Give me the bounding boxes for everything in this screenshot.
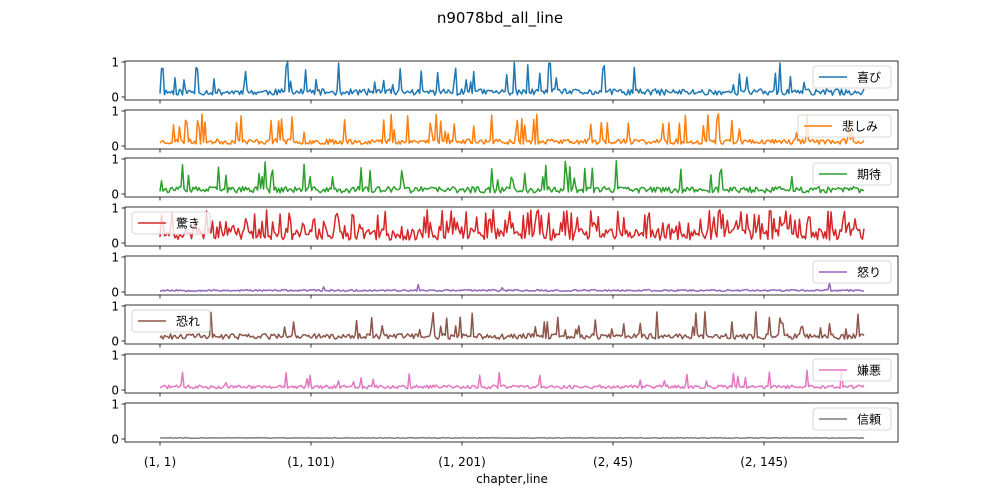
subplot-8: 1 0 信頼 xyxy=(111,398,899,447)
y-tick-label: 1 xyxy=(111,300,119,314)
legend-box xyxy=(797,114,892,138)
legend-box xyxy=(812,260,892,284)
legend-label: 嫌悪 xyxy=(857,364,881,378)
legend-7: 嫌悪 xyxy=(812,358,892,382)
legend-1: 喜び xyxy=(812,65,892,89)
axes-frame xyxy=(124,60,899,101)
y-tick-label: 0 xyxy=(111,188,119,202)
legend-box xyxy=(812,65,892,89)
x-tick-label: (1, 1) xyxy=(144,455,176,469)
legend-box xyxy=(131,211,211,235)
legend-label: 怒り xyxy=(857,265,881,280)
y-tick-label: 0 xyxy=(111,335,119,349)
axes-frame xyxy=(124,157,899,198)
legend-box xyxy=(812,162,892,186)
y-tick-label: 0 xyxy=(111,433,119,447)
y-tick-label: 0 xyxy=(111,140,119,154)
y-tick-label: 1 xyxy=(111,398,119,412)
subplot-2: 1 0 悲しみ xyxy=(111,105,899,154)
y-tick-label: 1 xyxy=(111,202,119,216)
axes-frame xyxy=(124,353,899,394)
y-tick-label: 1 xyxy=(111,349,119,363)
legend-4: 驚き xyxy=(131,211,211,235)
subplot-7: 1 0 嫌悪 xyxy=(111,349,899,398)
legend-3: 期待 xyxy=(812,162,892,186)
series-line-8 xyxy=(159,436,865,440)
series-line-2 xyxy=(159,112,865,145)
subplot-4: 1 0 驚き xyxy=(111,202,899,251)
legend-6: 恐れ xyxy=(131,309,211,333)
legend-label: 信頼 xyxy=(857,413,881,427)
axes-frame xyxy=(124,109,899,150)
y-tick-label: 1 xyxy=(111,251,119,265)
axes-frame xyxy=(124,304,899,345)
axes-frame xyxy=(124,255,899,296)
x-tick-label: (1, 201) xyxy=(438,455,486,469)
legend-5: 怒り xyxy=(812,260,892,284)
series-line-4 xyxy=(159,209,865,241)
y-tick-label: 0 xyxy=(111,237,119,251)
legend-2: 悲しみ xyxy=(797,114,892,138)
legend-box xyxy=(812,407,892,431)
x-axis-ticks: (1, 1) (1, 101) (1, 201) (2, 45) (2, 145) xyxy=(144,455,788,469)
y-tick-label: 0 xyxy=(111,91,119,105)
subplot-1: 1 0 喜び xyxy=(111,56,899,105)
x-tick-label: (2, 145) xyxy=(740,455,788,469)
y-tick-label: 0 xyxy=(111,286,119,300)
legend-label: 恐れ xyxy=(176,315,200,329)
subplot-6: 1 0 恐れ xyxy=(111,300,899,349)
y-tick-label: 1 xyxy=(111,56,119,70)
legend-label: 喜び xyxy=(857,71,881,85)
y-tick-label: 0 xyxy=(111,384,119,398)
series-line-3 xyxy=(159,160,864,194)
legend-8: 信頼 xyxy=(812,407,892,431)
legend-label: 驚き xyxy=(176,216,200,231)
subplot-5: 1 0 怒り xyxy=(111,251,899,300)
legend-label: 期待 xyxy=(857,168,881,182)
chart-title: n9078bd_all_line xyxy=(437,9,563,28)
axes-frame xyxy=(124,206,899,247)
axes-frame xyxy=(124,402,899,443)
x-axis-label: chapter,line xyxy=(476,472,548,486)
series-line-1 xyxy=(159,61,865,96)
subplot-3: 1 0 期待 xyxy=(111,153,899,202)
legend-box xyxy=(812,358,892,382)
legend-box xyxy=(131,309,211,333)
x-tick-label: (2, 45) xyxy=(593,455,633,469)
series-line-5 xyxy=(159,281,865,293)
x-tick-label: (1, 101) xyxy=(287,455,335,469)
series-line-6 xyxy=(159,311,865,340)
legend-label: 悲しみ xyxy=(842,119,878,134)
y-tick-label: 1 xyxy=(111,153,119,167)
series-line-7 xyxy=(159,368,865,390)
y-tick-label: 1 xyxy=(111,105,119,119)
